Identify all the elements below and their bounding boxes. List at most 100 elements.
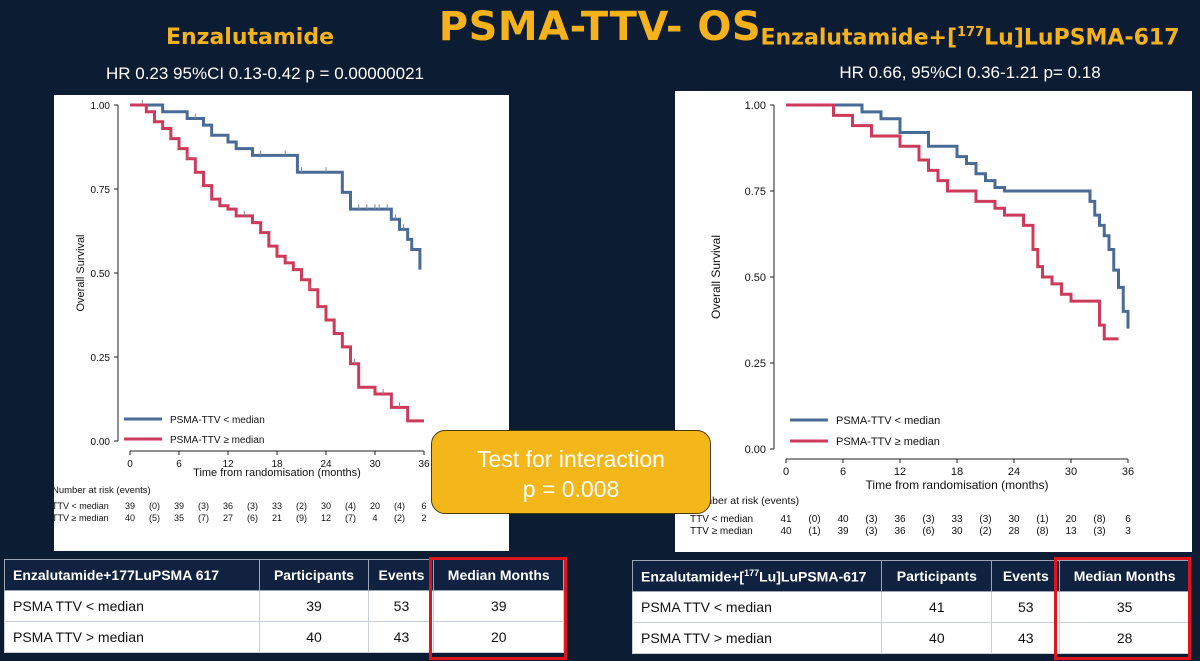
legend-label: PSMA-TTV < median	[170, 415, 265, 426]
risk-cell: (2)	[979, 526, 991, 537]
risk-cell: (9)	[296, 513, 307, 523]
right-hr-stats: HR 0.66, 95%CI 0.36-1.21 p= 0.18	[839, 63, 1101, 82]
risk-row-label: TTV < median	[54, 501, 109, 511]
table-cell: 41	[881, 591, 993, 623]
table-cell: PSMA TTV < median	[4, 590, 260, 622]
risk-cell: 30	[1008, 514, 1020, 525]
y-tick-label: 0.50	[745, 272, 766, 284]
risk-cell: 35	[174, 513, 184, 523]
risk-cell: 30	[321, 501, 331, 511]
y-tick-label: 0.00	[745, 444, 766, 456]
risk-cell: 36	[223, 501, 233, 511]
x-tick-label: 6	[176, 459, 182, 470]
risk-cell: (8)	[1093, 514, 1105, 525]
y-tick-label: 0.75	[745, 186, 766, 198]
table-cell: 39	[258, 590, 370, 622]
legend-label: PSMA-TTV ≥ median	[170, 435, 264, 446]
risk-table-title: Number at risk (events)	[690, 495, 799, 507]
table-cell: 43	[991, 622, 1061, 654]
legend-label: PSMA-TTV < median	[836, 415, 940, 427]
risk-cell: 40	[780, 526, 792, 537]
risk-cell: (3)	[979, 514, 991, 525]
risk-row-label: TTV ≥ median	[690, 526, 753, 537]
risk-cell: (6)	[247, 513, 258, 523]
y-axis-label: Overall Survival	[75, 234, 87, 311]
table-cell: 40	[258, 621, 370, 653]
x-tick-label: 24	[320, 459, 332, 470]
table-cell: 39	[433, 590, 564, 622]
y-tick-label: 0.00	[91, 437, 111, 448]
y-tick-label: 1.00	[91, 101, 111, 112]
x-tick-label: 30	[1065, 466, 1077, 478]
x-axis-label: Time from randomisation (months)	[193, 467, 361, 479]
y-tick-label: 0.50	[91, 269, 111, 280]
interaction-test-box: Test for interaction p = 0.008	[431, 430, 711, 514]
table-header: Participants	[881, 560, 993, 592]
risk-cell: 36	[894, 526, 906, 537]
y-axis-label: Overall Survival	[709, 235, 723, 319]
km-curve-series-1	[786, 103, 1130, 329]
x-tick-label: 18	[271, 459, 283, 470]
risk-cell: (0)	[149, 501, 160, 511]
risk-cell: 20	[370, 501, 380, 511]
risk-cell: 36	[894, 514, 906, 525]
x-tick-label: 12	[894, 466, 906, 478]
risk-cell: (5)	[149, 513, 160, 523]
page-title: PSMA-TTV- OS	[438, 4, 762, 50]
km-curve-series-1	[130, 103, 422, 270]
right-results-table: Enzalutamide+[177Lu]LuPSMA-617 Participa…	[631, 560, 1190, 654]
risk-cell: 2	[421, 513, 426, 523]
risk-cell: 21	[272, 513, 282, 523]
table-cell: 20	[433, 621, 564, 653]
x-tick-label: 36	[418, 459, 430, 470]
risk-cell: 4	[372, 513, 377, 523]
y-tick-label: 1.00	[745, 100, 766, 112]
risk-table-title: Number at risk (events)	[54, 485, 151, 496]
risk-cell: 13	[1065, 526, 1077, 537]
left-subtitle: Enzalutamide	[165, 25, 335, 50]
table-cell: PSMA TTV > median	[4, 621, 260, 653]
table-cell: PSMA TTV > median	[631, 622, 883, 654]
table-cell: 40	[881, 622, 993, 654]
risk-cell: 39	[174, 501, 184, 511]
risk-cell: (6)	[922, 526, 934, 537]
risk-cell: 39	[125, 501, 135, 511]
x-tick-label: 36	[1122, 466, 1134, 478]
risk-cell: (4)	[394, 501, 405, 511]
x-tick-label: 0	[127, 459, 133, 470]
interaction-label: Test for interaction	[477, 446, 665, 472]
x-axis-label: Time from randomisation (months)	[866, 478, 1049, 492]
risk-cell: 39	[837, 526, 849, 537]
risk-cell: 40	[125, 513, 135, 523]
risk-cell: (1)	[1036, 514, 1048, 525]
interaction-p-value: p = 0.008	[522, 476, 620, 502]
y-tick-label: 0.75	[91, 185, 111, 196]
risk-cell: (1)	[808, 526, 820, 537]
table-row: PSMA TTV < median 39 53 39	[4, 590, 564, 622]
table-cell: 43	[368, 621, 435, 653]
right-median-highlight-box	[1054, 557, 1191, 660]
risk-cell: 28	[1008, 526, 1020, 537]
table-cell: 53	[991, 591, 1061, 623]
risk-cell: 40	[837, 514, 849, 525]
table-header: Median Months	[433, 559, 564, 591]
risk-cell: (2)	[296, 501, 307, 511]
table-cell: 28	[1059, 622, 1190, 654]
risk-cell: (4)	[345, 501, 356, 511]
x-tick-label: 0	[783, 466, 789, 478]
risk-cell: (3)	[247, 501, 258, 511]
table-header-row: Enzalutamide+[177Lu]LuPSMA-617 Participa…	[631, 560, 1190, 592]
left-results-table: Enzalutamide+177LuPSMA 617 Participants …	[4, 559, 564, 653]
right-km-chart-panel: 0.00 0.25 0.50 0.75 1.00 0 6 12 18 24 30 36 Time fro…	[675, 91, 1192, 552]
risk-cell: 20	[1065, 514, 1077, 525]
table-header: Events	[991, 560, 1061, 592]
risk-cell: (8)	[1036, 526, 1048, 537]
risk-cell: 30	[951, 526, 963, 537]
risk-cell: 27	[223, 513, 233, 523]
risk-cell: (7)	[345, 513, 356, 523]
left-median-highlight-box	[429, 557, 567, 660]
risk-cell: (2)	[394, 513, 405, 523]
risk-cell: 6	[421, 501, 426, 511]
risk-row-label: TTV < median	[690, 514, 753, 525]
right-results-table-wrap: Enzalutamide+[177Lu]LuPSMA-617 Participa…	[631, 560, 1190, 654]
